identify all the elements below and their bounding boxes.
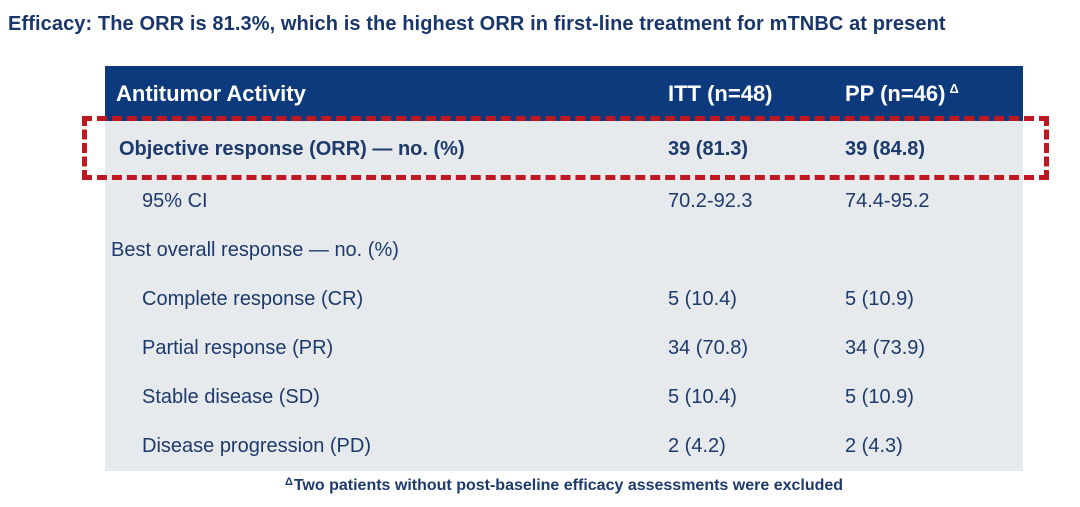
- pp-value: 5 (10.9): [845, 288, 914, 310]
- table-row: Complete response (CR) 5 (10.4) 5 (10.9): [105, 275, 1023, 324]
- table-row: Best overall response — no. (%): [105, 226, 1023, 275]
- pp-value: 5 (10.9): [845, 386, 914, 408]
- row-label: Complete response (CR): [142, 288, 364, 310]
- delta-superscript: Δ: [949, 80, 959, 96]
- table-body: Objective response (ORR) — no. (%) 39 (81…: [82, 116, 1049, 471]
- header-antitumor-activity: Antitumor Activity: [116, 80, 306, 106]
- footnote: ΔTwo patients without post-baseline effi…: [105, 476, 1023, 495]
- header-itt: ITT (n=48): [668, 80, 773, 106]
- footnote-delta-superscript: Δ: [284, 476, 293, 488]
- table-row: Partial response (PR) 34 (70.8) 34 (73.9): [105, 324, 1023, 373]
- table-row: 95% CI 70.2-92.3 74.4-95.2: [105, 177, 1023, 226]
- itt-value: 39 (81.3): [668, 137, 749, 160]
- header-pp: PP (n=46) Δ: [845, 81, 1023, 107]
- itt-value: 2 (4.2): [668, 435, 726, 457]
- row-label: 95% CI: [142, 190, 208, 212]
- footnote-text: Two patients without post-baseline effic…: [293, 477, 844, 494]
- table-row: Disease progression (PD) 2 (4.2) 2 (4.3): [105, 422, 1023, 471]
- itt-value: 5 (10.4): [668, 386, 737, 408]
- row-label: Disease progression (PD): [142, 435, 371, 457]
- row-label: Objective response (ORR) — no. (%): [119, 137, 465, 160]
- pp-value: 34 (73.9): [845, 337, 926, 359]
- table-row: Objective response (ORR) — no. (%) 39 (81…: [82, 116, 1049, 180]
- slide-title: Efficacy: The ORR is 81.3%, which is the…: [8, 13, 946, 35]
- itt-value: 5 (10.4): [668, 288, 737, 310]
- pp-value: 74.4-95.2: [845, 190, 930, 212]
- row-label: Partial response (PR): [142, 337, 334, 359]
- itt-value: 34 (70.8): [668, 337, 749, 359]
- antitumor-activity-table: Antitumor Activity ITT (n=48) PP (n=46) Δ…: [82, 66, 1049, 471]
- pp-value: 2 (4.3): [845, 435, 903, 457]
- itt-value: 70.2-92.3: [668, 190, 753, 212]
- header-pp-label: PP (n=46): [845, 80, 946, 106]
- row-label: Stable disease (SD): [142, 386, 320, 408]
- pp-value: 39 (84.8): [845, 137, 926, 160]
- row-label: Best overall response — no. (%): [111, 239, 399, 261]
- table-row: Stable disease (SD) 5 (10.4) 5 (10.9): [105, 373, 1023, 422]
- table-header-row: Antitumor Activity ITT (n=48) PP (n=46) Δ: [105, 66, 1023, 121]
